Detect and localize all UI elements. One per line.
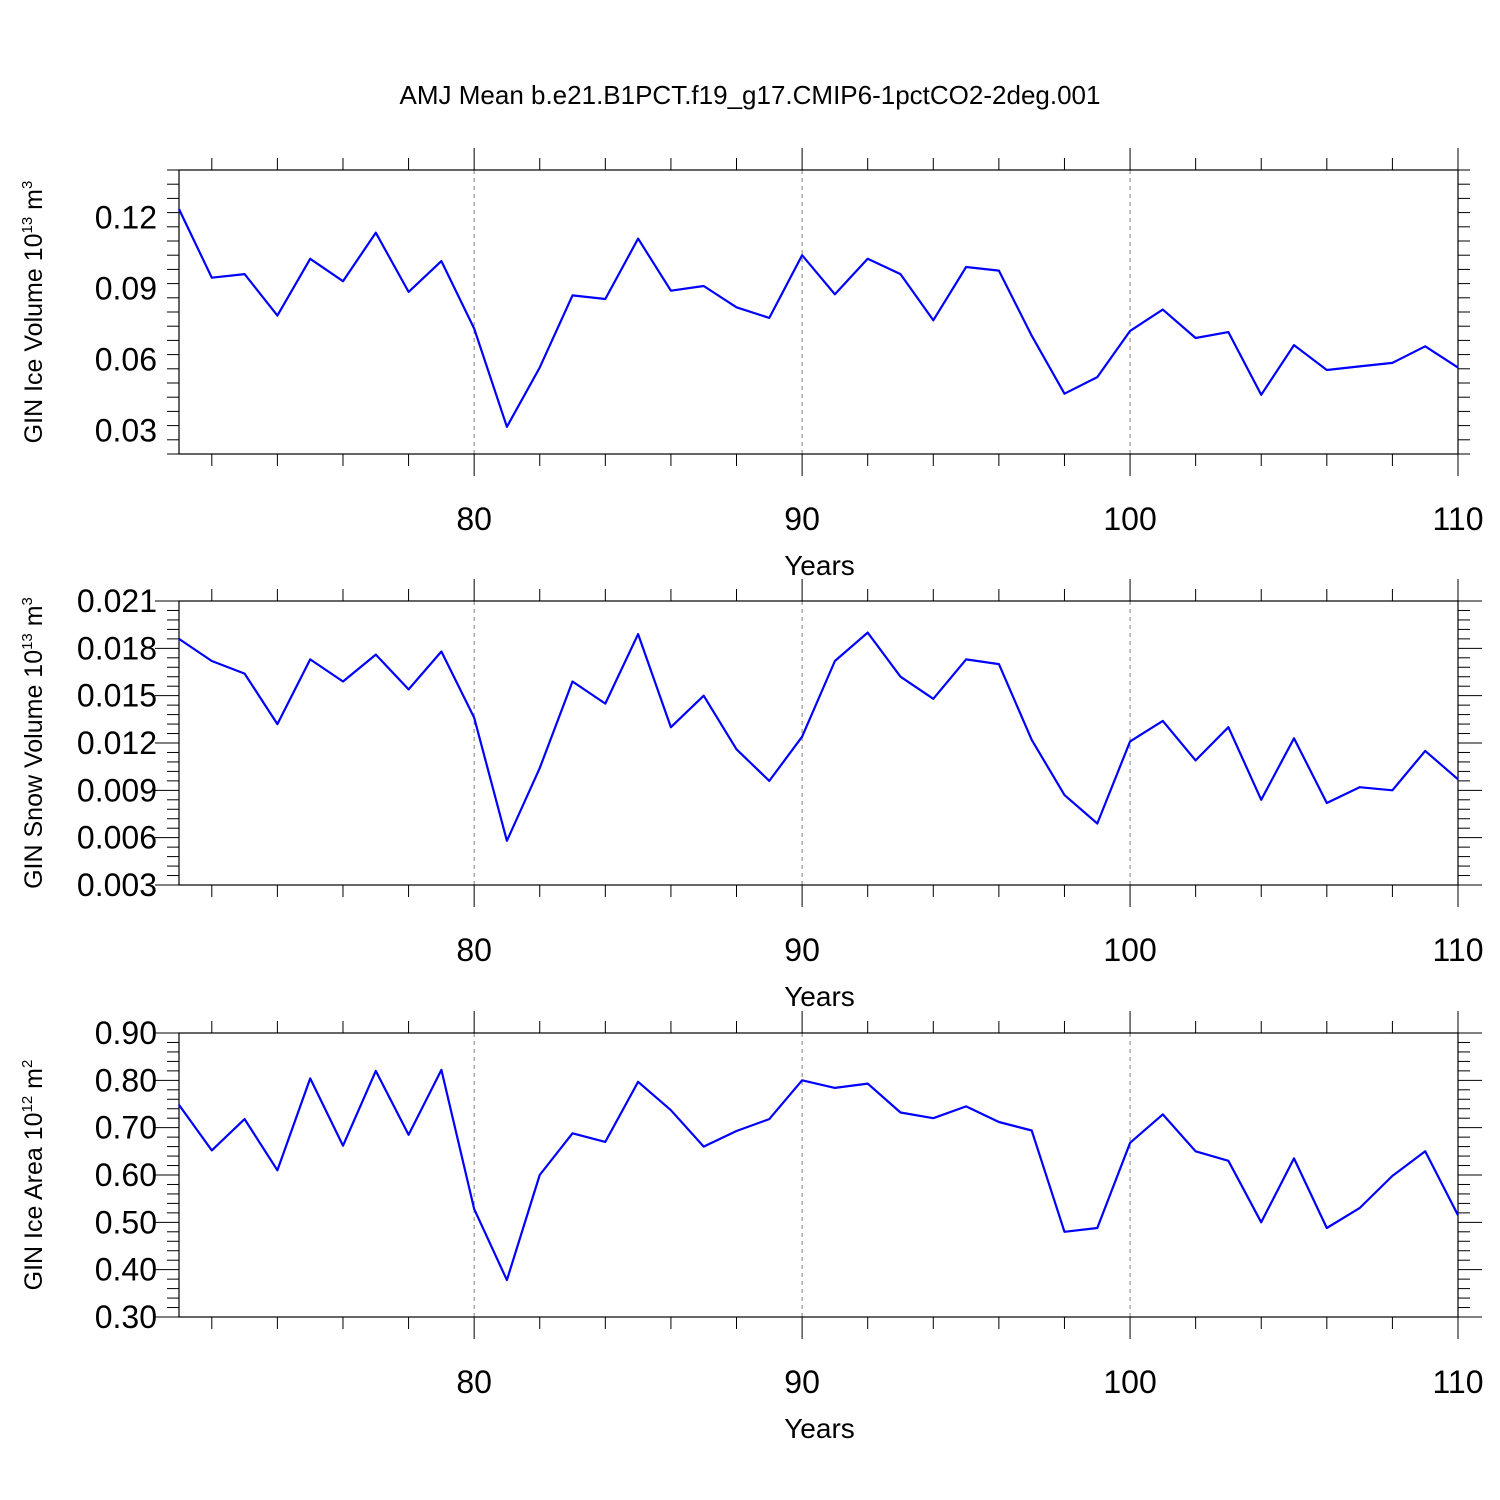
y-tick-label: 0.006 — [77, 820, 157, 856]
y-axis-label: GIN Snow Volume 1013 m3 — [19, 597, 48, 889]
x-tick-label: 110 — [1432, 501, 1483, 537]
x-tick-label: 90 — [784, 501, 820, 537]
y-tick-label: 0.80 — [95, 1062, 157, 1098]
y-tick-label: 0.70 — [95, 1110, 157, 1146]
series-line — [178, 631, 1459, 842]
y-tick-label: 0.009 — [77, 772, 157, 808]
y-tick-label: 0.003 — [77, 867, 157, 903]
y-tick-label: 0.012 — [77, 725, 157, 761]
y-tick-label: 0.50 — [95, 1204, 157, 1240]
x-tick-label: 110 — [1432, 932, 1483, 968]
y-tick-label: 0.018 — [77, 630, 157, 666]
x-tick-label: 90 — [784, 1364, 820, 1400]
x-axis-label: Years — [784, 981, 855, 1012]
x-tick-label: 80 — [456, 501, 492, 537]
series-line — [178, 208, 1459, 428]
plot-frame — [178, 600, 1459, 886]
plot-frame — [178, 1032, 1459, 1318]
y-tick-label: 0.30 — [95, 1299, 157, 1335]
y-tick-label: 0.03 — [95, 412, 157, 448]
y-tick-label: 0.09 — [95, 270, 157, 306]
x-tick-label: 90 — [784, 932, 820, 968]
y-tick-label: 0.021 — [77, 583, 157, 619]
panel-1: 0.03 0.06 0.09 0.12 80 90 100 110 Years GIN Ice V… — [19, 148, 1484, 581]
y-tick-label: 0.60 — [95, 1157, 157, 1193]
x-tick-label: 100 — [1103, 1364, 1156, 1400]
x-tick-label: 100 — [1103, 501, 1156, 537]
y-axis-label: GIN Ice Area 1012 m2 — [19, 1060, 48, 1291]
y-tick-label: 0.40 — [95, 1252, 157, 1288]
x-tick-label: 100 — [1103, 932, 1156, 968]
panel-3: 0.30 0.40 0.50 0.60 0.70 0.80 0.90 80 90 100 110 Ye… — [19, 1011, 1484, 1444]
y-axis-label: GIN Ice Volume 1013 m3 — [19, 181, 48, 444]
plot-frame — [178, 169, 1459, 455]
chart-title: AMJ Mean b.e21.B1PCT.f19_g17.CMIP6-1pctC… — [399, 80, 1101, 110]
y-tick-label: 0.015 — [77, 678, 157, 714]
panel-2: 0.003 0.006 0.009 0.012 0.015 0.018 0.021 80 90 1… — [19, 579, 1484, 1012]
x-tick-label: 80 — [456, 1364, 492, 1400]
x-axis-label: Years — [784, 1413, 855, 1444]
y-tick-label: 0.06 — [95, 341, 157, 377]
series-line — [178, 1068, 1459, 1282]
x-tick-label: 110 — [1432, 1364, 1483, 1400]
y-tick-label: 0.90 — [95, 1015, 157, 1051]
y-tick-label: 0.12 — [95, 199, 157, 235]
x-tick-label: 80 — [456, 932, 492, 968]
x-axis-label: Years — [784, 550, 855, 581]
